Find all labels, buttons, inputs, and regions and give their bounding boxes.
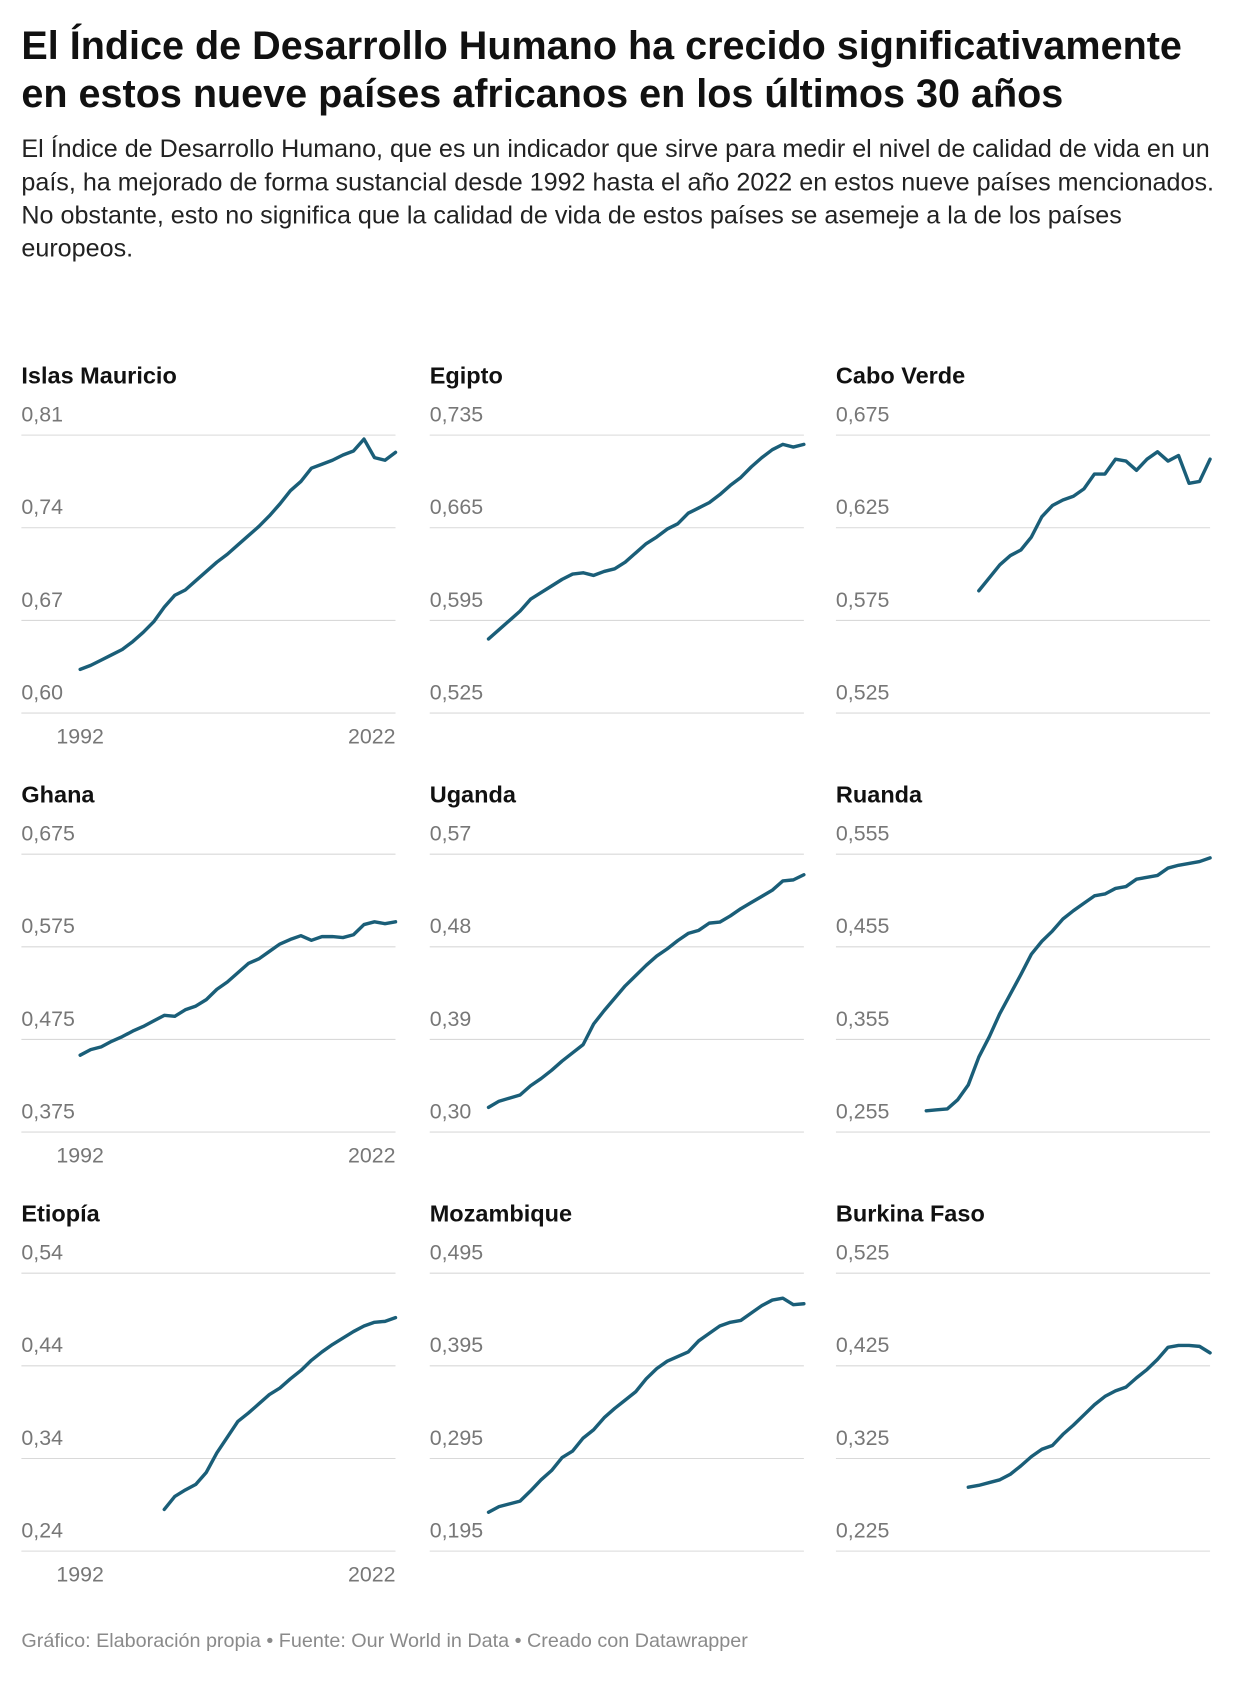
data-line (977, 450, 1212, 593)
x-tick-label: 1992 (56, 1562, 104, 1586)
panel-title: Ghana (21, 782, 95, 808)
y-tick-label: 0,675 (21, 822, 74, 846)
panel-title: Burkina Faso (836, 1201, 985, 1227)
y-tick-label: 0,74 (21, 495, 63, 519)
y-tick-label: 0,325 (836, 1426, 889, 1450)
y-tick-label: 0,39 (430, 1007, 472, 1031)
data-line (78, 920, 398, 1057)
y-tick-label: 0,255 (836, 1099, 889, 1123)
data-line (162, 1315, 398, 1512)
y-tick-label: 0,455 (836, 914, 889, 938)
x-tick-label: 2022 (348, 1143, 396, 1167)
title: El Índice de Desarrollo Humano ha crecid… (21, 23, 1182, 116)
x-tick-label: 1992 (56, 724, 104, 748)
panel-title: Egipto (430, 363, 503, 389)
y-tick-label: 0,81 (21, 403, 63, 427)
data-line (486, 442, 806, 641)
y-tick-label: 0,475 (21, 1007, 74, 1031)
y-tick-label: 0,525 (836, 680, 889, 704)
y-tick-label: 0,67 (21, 588, 63, 612)
y-tick-label: 0,735 (430, 403, 483, 427)
subtitle: El Índice de Desarrollo Humano, que es u… (21, 134, 1215, 262)
y-tick-label: 0,60 (21, 680, 63, 704)
y-tick-label: 0,375 (21, 1099, 74, 1123)
y-tick-label: 0,57 (430, 822, 472, 846)
data-line (924, 856, 1212, 1113)
y-tick-label: 0,30 (430, 1099, 472, 1123)
y-tick-label: 0,575 (836, 588, 889, 612)
x-tick-label: 1992 (56, 1143, 104, 1167)
y-tick-label: 0,525 (836, 1241, 889, 1265)
y-tick-label: 0,34 (21, 1426, 63, 1450)
y-tick-label: 0,225 (836, 1519, 889, 1543)
panel-title: Mozambique (430, 1201, 572, 1227)
data-line (78, 437, 398, 672)
panel-title: Ruanda (836, 782, 923, 808)
data-line (486, 1296, 806, 1514)
y-tick-label: 0,665 (430, 495, 483, 519)
source-note: Gráfico: Elaboración propia • Fuente: Ou… (21, 1630, 748, 1652)
y-tick-label: 0,525 (430, 680, 483, 704)
y-tick-label: 0,575 (21, 914, 74, 938)
y-tick-label: 0,355 (836, 1007, 889, 1031)
y-tick-label: 0,54 (21, 1241, 63, 1265)
y-tick-label: 0,425 (836, 1333, 889, 1357)
y-tick-label: 0,295 (430, 1426, 483, 1450)
panel-title: Etiopía (21, 1201, 100, 1227)
panel-title: Islas Mauricio (21, 363, 176, 389)
header-block: El Índice de Desarrollo Humano ha crecid… (21, 21, 1218, 265)
y-tick-label: 0,595 (430, 588, 483, 612)
y-tick-label: 0,395 (430, 1333, 483, 1357)
data-line (486, 873, 806, 1110)
y-tick-label: 0,44 (21, 1333, 63, 1357)
data-line (966, 1343, 1212, 1489)
x-tick-label: 2022 (348, 724, 396, 748)
x-tick-label: 2022 (348, 1562, 396, 1586)
y-tick-label: 0,48 (430, 914, 472, 938)
header: El Índice de Desarrollo Humano ha crecid… (21, 21, 1218, 265)
panel-title: Cabo Verde (836, 363, 965, 389)
y-tick-label: 0,675 (836, 403, 889, 427)
y-tick-label: 0,495 (430, 1241, 483, 1265)
y-tick-label: 0,555 (836, 822, 889, 846)
y-tick-label: 0,24 (21, 1519, 63, 1543)
panel-title: Uganda (430, 782, 517, 808)
y-tick-label: 0,195 (430, 1519, 483, 1543)
y-tick-label: 0,625 (836, 495, 889, 519)
